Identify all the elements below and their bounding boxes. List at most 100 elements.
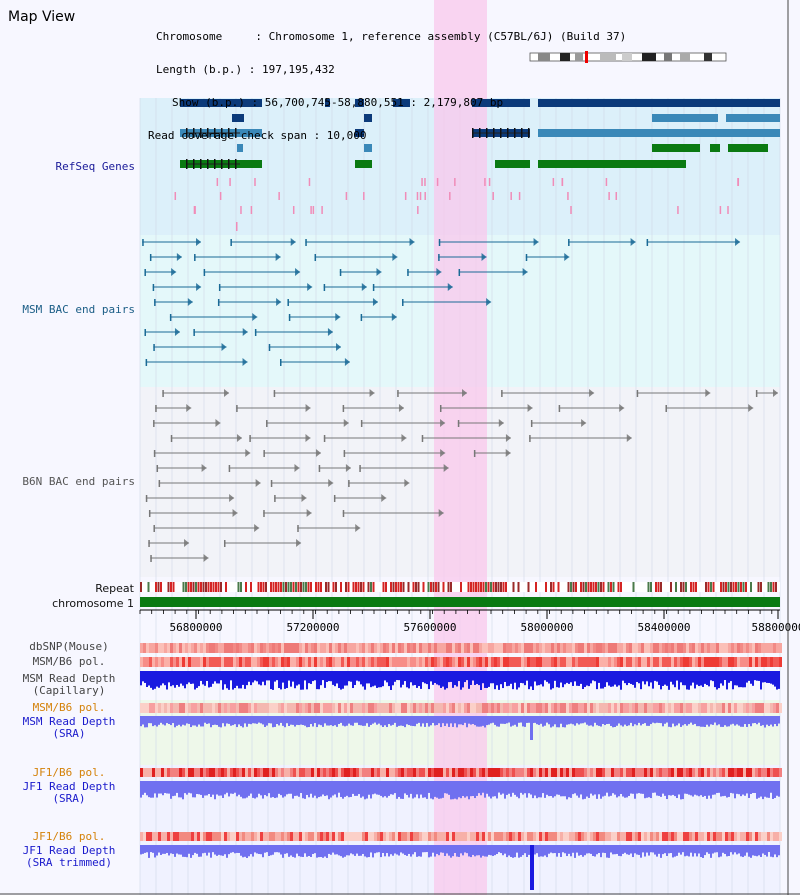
polymorphism-heat-tracks[interactable] xyxy=(140,643,782,841)
jf1-pol2-cell xyxy=(470,832,473,841)
jf1-b6-pol-2-label: JF1/B6 pol. xyxy=(32,830,106,843)
refseq-genes-track[interactable] xyxy=(174,99,780,231)
msm-pol-cell xyxy=(407,657,410,667)
b6n-bac-track-label[interactable]: B6N BAC end pairs xyxy=(22,475,135,488)
bac-pair-end xyxy=(270,480,273,487)
msm-capillary-depth-bar xyxy=(776,671,778,690)
jf1-trim-depth-bar xyxy=(492,845,494,856)
msm-capillary-depth-bar xyxy=(722,671,724,686)
msm-pol2-cell xyxy=(689,703,692,713)
msm-sra-depth-bar xyxy=(456,716,458,728)
jf1-sra-depth-bar xyxy=(286,781,288,795)
b6n-bac-track[interactable] xyxy=(145,389,778,562)
repeat-element xyxy=(727,582,730,592)
msm-capillary-depth-bar xyxy=(750,671,752,684)
msm-bac-track[interactable] xyxy=(142,238,741,366)
msm-capillary-depth-bar xyxy=(342,671,344,689)
jf1-pol2-cell xyxy=(524,832,527,841)
jf1-trim-depth-bar xyxy=(298,845,300,857)
msm-depth-capillary-label-line2: (Capillary) xyxy=(32,684,106,697)
jf1-sra-depth-bar xyxy=(776,781,778,796)
chromosome-ideogram[interactable] xyxy=(529,51,727,63)
refseq-gene-arrow xyxy=(355,129,360,137)
msm-capillary-depth-bar xyxy=(522,671,524,684)
msm-pol2-cell xyxy=(158,703,161,713)
msm-pol2-cell xyxy=(371,703,374,713)
msm-capillary-depth-bar xyxy=(540,671,542,685)
msm-pol2-cell xyxy=(713,703,716,713)
jf1-pol-cell xyxy=(632,768,635,777)
jf1-trim-depth-bar xyxy=(778,845,780,856)
jf1-sra-depth-bar xyxy=(762,781,764,800)
bac-pair-end xyxy=(342,510,345,517)
repeat-element xyxy=(557,582,560,592)
jf1-sra-depth-bar xyxy=(408,781,410,798)
dbsnp-cell xyxy=(551,643,554,653)
chromosome-bar[interactable] xyxy=(140,597,780,607)
jf1-pol-cell xyxy=(572,768,575,777)
jf1-pol-cell xyxy=(299,768,302,777)
msm-pol-cell xyxy=(470,657,473,667)
msm-capillary-depth-bar xyxy=(496,671,498,686)
msm-sra-depth-bar xyxy=(446,716,448,724)
jf1-pol2-cell xyxy=(740,832,743,841)
jf1-sra-depth-bar xyxy=(550,781,552,797)
msm-pol-cell xyxy=(335,657,338,667)
jf1-trim-depth-bar xyxy=(758,845,760,856)
msm-capillary-depth-bar xyxy=(432,671,434,685)
msm-capillary-depth-bar xyxy=(644,671,646,685)
msm-pol2-cell xyxy=(356,703,359,713)
msm-sra-depth-bar xyxy=(284,716,286,728)
jf1-sra-depth-bar xyxy=(578,781,580,798)
msm-capillary-depth-bar xyxy=(230,671,232,681)
jf1-sra-depth-bar xyxy=(516,781,518,797)
jf1-sra-depth-bar xyxy=(168,781,170,794)
msm-pol2-cell xyxy=(521,703,524,713)
msm-pol-cell xyxy=(308,657,311,667)
jf1-pol-cell xyxy=(383,768,386,777)
msm-pol2-cell xyxy=(752,703,755,713)
read-depth-tracks[interactable] xyxy=(140,671,780,890)
bac-pair-end xyxy=(297,525,299,532)
jf1-sra-depth-bar xyxy=(194,781,196,798)
bac-pair-arrow xyxy=(533,238,539,246)
msm-capillary-depth-bar xyxy=(340,671,342,690)
msm-bac-track-label[interactable]: MSM BAC end pairs xyxy=(22,303,135,316)
bac-pair-end xyxy=(148,540,150,547)
msm-capillary-depth-bar xyxy=(174,671,176,688)
selection-highlight[interactable] xyxy=(434,0,487,895)
msm-pol2-cell xyxy=(395,703,398,713)
msm-pol2-cell xyxy=(581,703,584,713)
msm-capillary-depth-bar xyxy=(188,671,190,683)
refseq-gene-arrow xyxy=(393,99,398,107)
jf1-trim-depth-bar xyxy=(358,845,360,856)
dbsnp-cell xyxy=(167,643,170,653)
jf1-sra-depth-bar xyxy=(638,781,640,794)
bac-pair-arrow xyxy=(361,283,367,291)
repeat-element xyxy=(317,582,320,592)
msm-pol-cell xyxy=(155,657,158,667)
jf1-pol-cell xyxy=(659,768,662,777)
dbsnp-cell xyxy=(302,643,305,653)
jf1-pol2-cell xyxy=(617,832,620,841)
msm-capillary-depth-bar xyxy=(362,671,364,687)
msm-pol2-cell xyxy=(722,703,725,713)
jf1-trim-depth-bar xyxy=(718,845,720,858)
repeat-element xyxy=(352,582,355,592)
dbsnp-cell xyxy=(623,643,626,653)
jf1-trim-depth-bar xyxy=(150,845,152,853)
jf1-sra-depth-bar xyxy=(768,781,770,798)
bac-pair-end xyxy=(305,239,307,246)
jf1-pol2-cell xyxy=(518,832,521,841)
repeat-track[interactable] xyxy=(140,582,780,592)
jf1-sra-depth-bar xyxy=(454,781,456,799)
msm-pol2-cell xyxy=(236,703,239,713)
jf1-sra-depth-bar xyxy=(600,781,602,799)
refseq-track-label[interactable]: RefSeq Genes xyxy=(55,160,135,173)
msm-pol-cell xyxy=(389,657,392,667)
jf1-trim-depth-bar xyxy=(312,845,314,855)
repeat-element xyxy=(695,582,697,592)
msm-pol2-cell xyxy=(746,703,749,713)
jf1-pol2-cell xyxy=(146,832,149,841)
